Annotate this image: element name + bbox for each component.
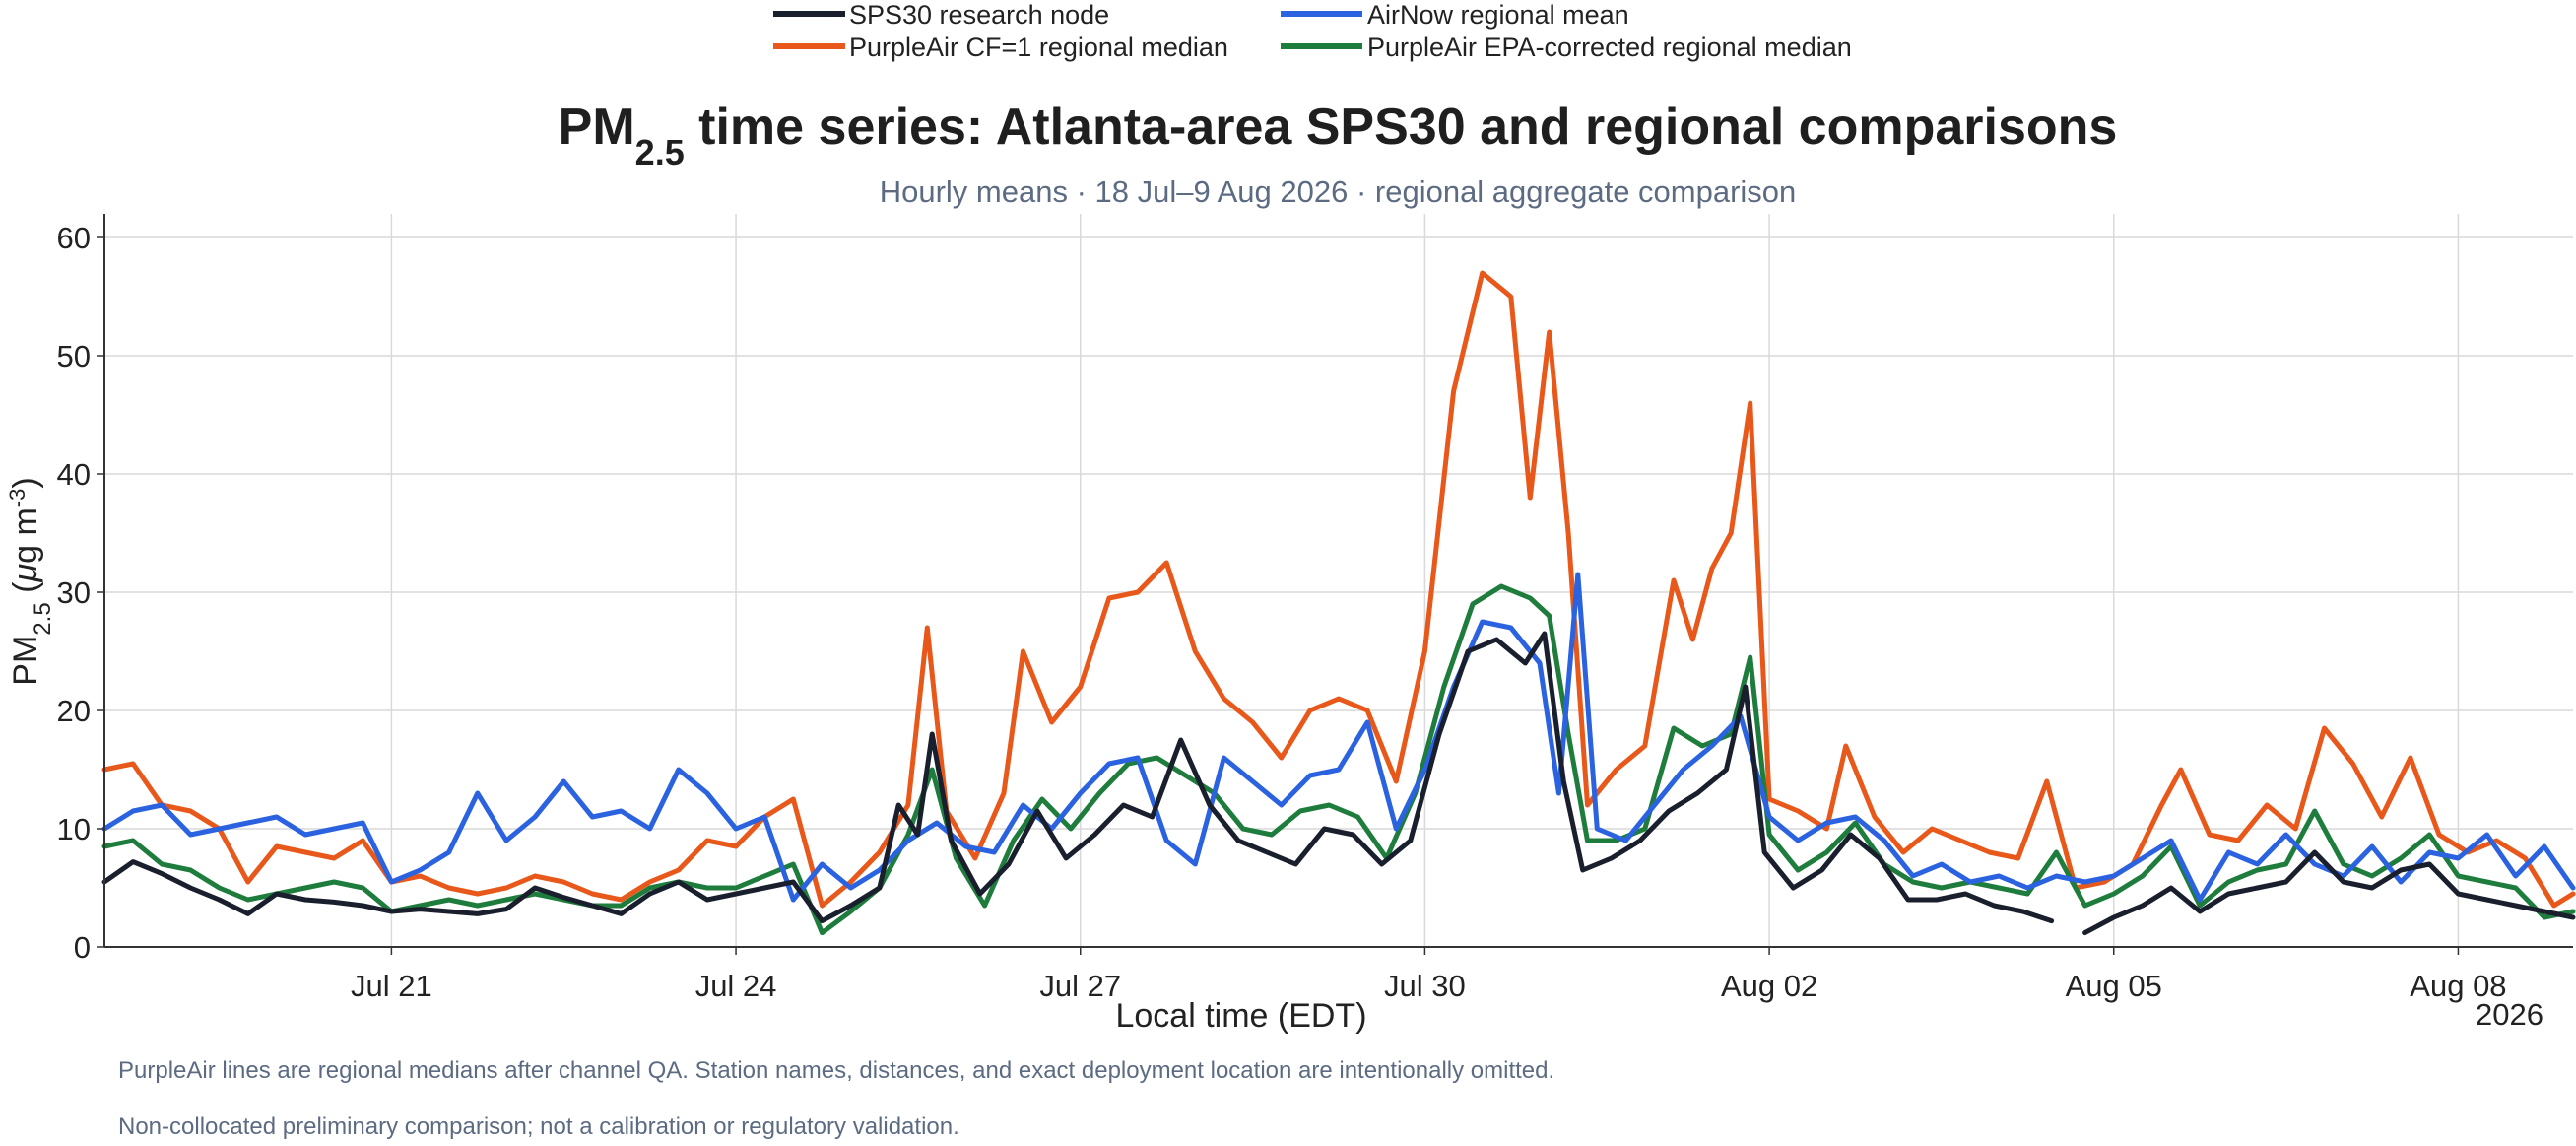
legend-label-airnow: AirNow regional mean bbox=[1367, 0, 1629, 30]
x-tick-label: Aug 05 bbox=[2066, 969, 2162, 1003]
series-purpleair-cf1-line bbox=[101, 270, 2576, 909]
footnote-purpleair-qa: PurpleAir lines are regional medians aft… bbox=[118, 1057, 1554, 1084]
x-axis-year-label: 2026 bbox=[2476, 997, 2543, 1032]
footnote-non-collocated: Non-collocated preliminary comparison; n… bbox=[118, 1113, 959, 1140]
y-tick-label: 10 bbox=[57, 812, 91, 846]
y-tick-label: 0 bbox=[74, 930, 91, 965]
y-tick-label: 50 bbox=[57, 339, 91, 373]
x-axis-label: Local time (EDT) bbox=[1115, 997, 1366, 1035]
chart-title: PM2.5 time series: Atlanta-area SPS30 an… bbox=[559, 99, 2118, 172]
x-tick-label: Jul 30 bbox=[1384, 969, 1466, 1003]
x-tick-label: Jul 27 bbox=[1039, 969, 1121, 1003]
series-airnow-line bbox=[101, 572, 2576, 903]
y-tick-label: 60 bbox=[57, 221, 91, 255]
legend: SPS30 research node AirNow regional mean… bbox=[773, 0, 1852, 62]
plot-axes: 0 10 20 30 40 50 60 Jul 21 Jul 24 Jul 27 Jul 30 Aug… bbox=[57, 214, 2573, 1003]
legend-label-purpleair-cf1: PurpleAir CF=1 regional median bbox=[849, 33, 1228, 62]
y-axis-label: PM2.5 (μg m-3) bbox=[5, 477, 56, 685]
plot-lines bbox=[101, 270, 2576, 936]
x-tick-label: Aug 08 bbox=[2410, 969, 2506, 1003]
x-tick-label: Jul 21 bbox=[351, 969, 432, 1003]
x-tick-label: Jul 24 bbox=[695, 969, 777, 1003]
series-sps30-line bbox=[101, 631, 2576, 936]
legend-label-purpleair-epa: PurpleAir EPA-corrected regional median bbox=[1367, 33, 1852, 62]
x-tick-label: Aug 02 bbox=[1721, 969, 1817, 1003]
y-tick-label: 20 bbox=[57, 694, 91, 728]
legend-label-sps30: SPS30 research node bbox=[849, 0, 1109, 30]
y-tick-label: 30 bbox=[57, 575, 91, 610]
chart-subtitle: Hourly means · 18 Jul–9 Aug 2026 · regio… bbox=[880, 174, 1797, 209]
y-tick-label: 40 bbox=[57, 457, 91, 492]
